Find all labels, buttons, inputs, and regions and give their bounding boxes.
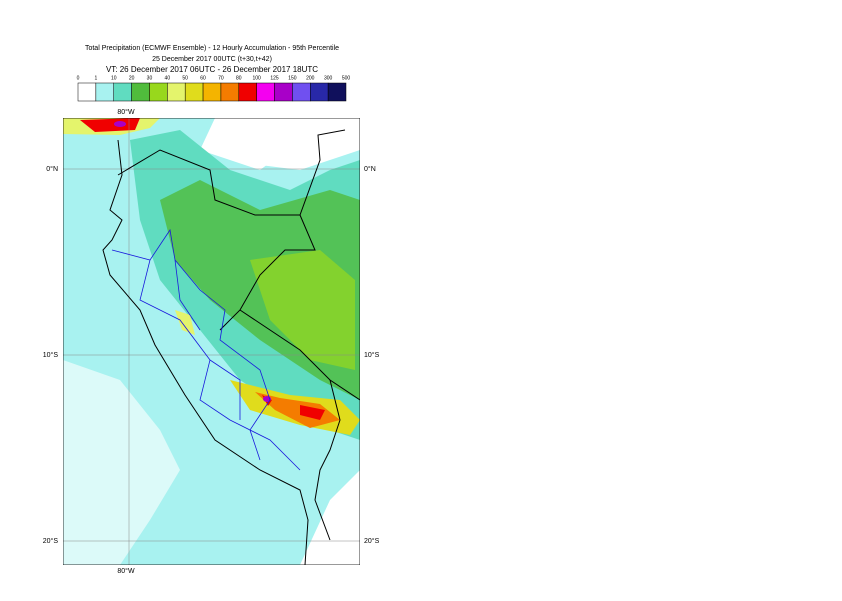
legend-label: 20: [129, 75, 135, 81]
lat-label: 10°S: [43, 351, 59, 359]
legend-label: 30: [147, 75, 153, 81]
legend-swatch: [310, 82, 329, 102]
legend-swatch: [292, 82, 311, 102]
legend: 0 1 10 20 30 40 50 60 70 80 100 125 150 200 300 500: [77, 75, 351, 102]
legend-swatch: [274, 82, 293, 102]
legend-label: 50: [182, 75, 188, 81]
legend-label: 60: [200, 75, 206, 81]
legend-swatch: [167, 82, 186, 102]
legend-label: 500: [342, 75, 351, 81]
lat-label: 0°N: [46, 165, 58, 173]
legend-swatch: [238, 82, 257, 102]
legend-swatch: [220, 82, 240, 102]
legend-swatch: [149, 82, 168, 102]
lat-label: 10°S: [364, 351, 380, 359]
legend-label: 0: [77, 75, 80, 81]
lon-label: 80°W: [117, 108, 135, 116]
legend-label: 300: [324, 75, 333, 81]
legend-label: 150: [288, 75, 297, 81]
legend-swatch: [202, 82, 222, 102]
map: [63, 118, 360, 565]
legend-label: 10: [111, 75, 117, 81]
title: Total Precipitation (ECMWF Ensemble) - 1…: [85, 45, 339, 52]
legend-label: 80: [236, 75, 242, 81]
lat-label: 20°S: [364, 537, 380, 545]
legend-swatch: [77, 82, 97, 102]
legend-label: 125: [270, 75, 279, 81]
legend-label: 40: [165, 75, 171, 81]
legend-label: 100: [252, 75, 261, 81]
legend-swatch: [113, 82, 132, 102]
subtitle: 25 December 2017 00UTC (t+30,t+42): [152, 56, 272, 63]
legend-swatch: [95, 82, 114, 102]
legend-label: 200: [306, 75, 315, 81]
legend-swatch: [256, 82, 275, 102]
legend-label: 1: [94, 75, 97, 81]
legend-swatch: [327, 82, 347, 102]
valid-time: VT: 26 December 2017 06UTC - 26 December…: [106, 65, 318, 74]
legend-label: 70: [218, 75, 224, 81]
lon-label: 80°W: [117, 567, 135, 575]
lat-label: 0°N: [364, 165, 376, 173]
legend-swatch: [131, 82, 150, 102]
lat-label: 20°S: [43, 537, 59, 545]
legend-swatch: [184, 82, 204, 102]
